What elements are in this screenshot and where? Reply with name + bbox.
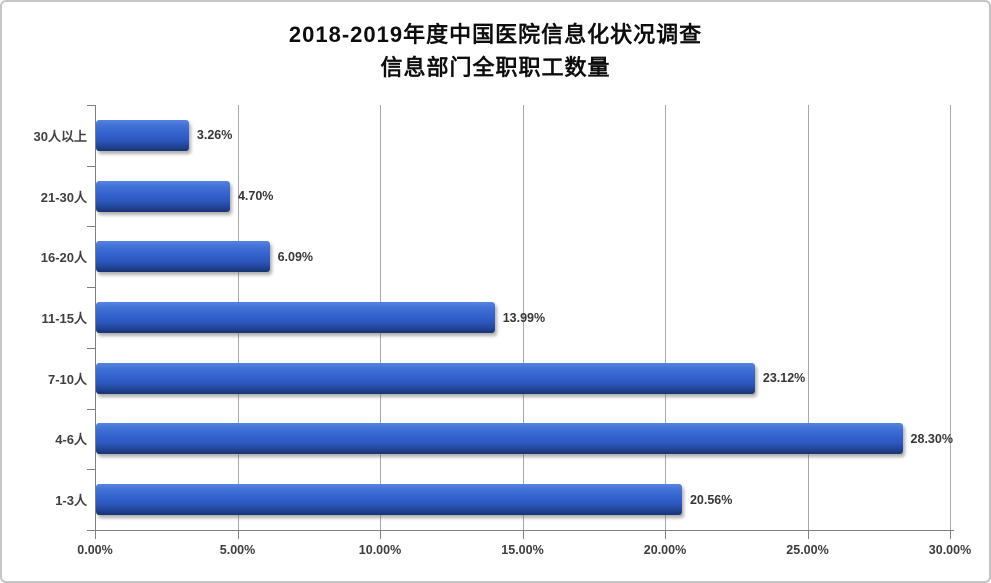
bar [96, 241, 270, 273]
x-tick-label: 15.00% [501, 543, 544, 557]
category-label: 16-20人 [40, 250, 87, 266]
category-label: 4-6人 [55, 432, 87, 448]
bar-value-label: 3.26% [196, 128, 233, 143]
x-tick-label: 25.00% [786, 543, 829, 557]
category-label: 11-15人 [41, 310, 87, 326]
chart-title-line1: 2018-2019年度中国医院信息化状况调查 [288, 22, 703, 47]
category-label: 7-10人 [47, 371, 87, 387]
bar [96, 484, 682, 516]
bar-value-label: 13.99% [502, 310, 546, 325]
gridline [665, 105, 666, 530]
gridline [807, 105, 809, 530]
bar-value-label: 28.30% [910, 431, 953, 446]
y-axis-tick [87, 530, 95, 531]
x-axis-tick [665, 530, 666, 539]
x-axis-tick [380, 530, 381, 539]
y-axis-tick [87, 287, 95, 288]
bar-value-label: 4.70% [237, 189, 274, 204]
y-axis-tick [87, 166, 95, 167]
y-axis-labels: 30人以上 21-30人 16-20人 11-15人 7-10人 4-6人 1-3人 [2, 105, 87, 530]
x-axis-labels: 0.00% 5.00% 10.00% 15.00% 20.00% 25.00% 30.00% [2, 543, 989, 563]
bar [96, 302, 495, 333]
y-axis-tick [87, 348, 95, 349]
bar-value-label: 6.09% [277, 249, 314, 264]
gridline [950, 105, 951, 530]
x-axis-tick [95, 530, 96, 539]
chart-title-line2: 信息部门全职职工数量 [380, 55, 611, 80]
category-label: 21-30人 [40, 189, 87, 205]
bar [96, 423, 903, 455]
plot-area: 3.26% 4.70% 6.09% 13.99% 23.12% 28.30% 20.56% [95, 105, 953, 530]
x-tick-label: 5.00% [219, 543, 256, 557]
chart-title: 2018-2019年度中国医院信息化状况调查 信息部门全职职工数量 [2, 18, 989, 84]
category-label: 1-3人 [55, 493, 87, 509]
bar [96, 180, 230, 212]
x-tick-label: 30.00% [928, 543, 972, 557]
category-label: 30人以上 [33, 128, 87, 144]
y-axis [95, 105, 96, 531]
x-axis-tick [237, 530, 239, 539]
bar [96, 119, 189, 151]
y-axis-tick [87, 469, 95, 470]
x-tick-label: 20.00% [643, 543, 687, 557]
x-axis-tick [807, 530, 809, 539]
x-tick-label: 10.00% [358, 543, 402, 557]
x-axis [88, 530, 954, 531]
bar-value-label: 23.12% [762, 371, 806, 386]
y-axis-tick [87, 226, 95, 227]
bar [96, 362, 755, 394]
x-axis-tick [522, 530, 524, 539]
bar-value-label: 20.56% [689, 492, 733, 507]
y-axis-tick [87, 409, 95, 410]
y-axis-tick [87, 105, 95, 106]
x-tick-label: 0.00% [77, 543, 113, 557]
x-axis-tick [950, 530, 951, 539]
gridline [522, 105, 524, 530]
